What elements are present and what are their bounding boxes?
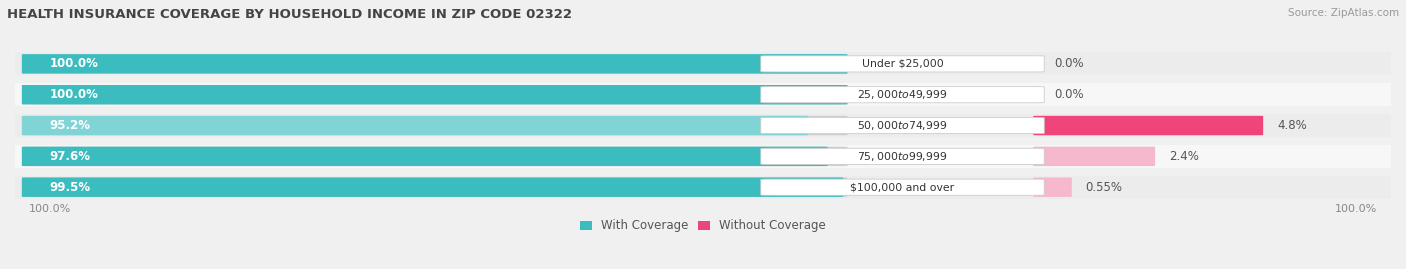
FancyBboxPatch shape xyxy=(15,114,1391,137)
FancyBboxPatch shape xyxy=(761,56,1045,72)
FancyBboxPatch shape xyxy=(22,147,828,166)
FancyBboxPatch shape xyxy=(15,52,1391,75)
FancyBboxPatch shape xyxy=(22,178,844,197)
FancyBboxPatch shape xyxy=(22,178,848,197)
FancyBboxPatch shape xyxy=(22,116,808,135)
FancyBboxPatch shape xyxy=(22,85,848,104)
Legend: With Coverage, Without Coverage: With Coverage, Without Coverage xyxy=(575,215,831,237)
FancyBboxPatch shape xyxy=(15,176,1391,199)
Text: 2.4%: 2.4% xyxy=(1168,150,1199,163)
Text: 100.0%: 100.0% xyxy=(1334,204,1378,214)
FancyBboxPatch shape xyxy=(22,54,848,74)
FancyBboxPatch shape xyxy=(761,87,1045,103)
Text: Under $25,000: Under $25,000 xyxy=(862,59,943,69)
Text: 100.0%: 100.0% xyxy=(28,204,72,214)
Text: 100.0%: 100.0% xyxy=(49,88,98,101)
Text: 0.0%: 0.0% xyxy=(1054,88,1084,101)
Text: 0.55%: 0.55% xyxy=(1085,181,1122,194)
FancyBboxPatch shape xyxy=(15,83,1391,106)
Text: 4.8%: 4.8% xyxy=(1277,119,1306,132)
Text: Source: ZipAtlas.com: Source: ZipAtlas.com xyxy=(1288,8,1399,18)
Text: 95.2%: 95.2% xyxy=(49,119,90,132)
FancyBboxPatch shape xyxy=(22,147,848,166)
FancyBboxPatch shape xyxy=(1033,178,1071,197)
Text: 100.0%: 100.0% xyxy=(49,57,98,70)
Text: 97.6%: 97.6% xyxy=(49,150,90,163)
FancyBboxPatch shape xyxy=(761,118,1045,134)
FancyBboxPatch shape xyxy=(22,85,848,104)
FancyBboxPatch shape xyxy=(761,179,1045,195)
Text: 0.0%: 0.0% xyxy=(1054,57,1084,70)
Text: 99.5%: 99.5% xyxy=(49,181,90,194)
FancyBboxPatch shape xyxy=(22,54,848,74)
FancyBboxPatch shape xyxy=(15,145,1391,168)
FancyBboxPatch shape xyxy=(761,148,1045,164)
Text: HEALTH INSURANCE COVERAGE BY HOUSEHOLD INCOME IN ZIP CODE 02322: HEALTH INSURANCE COVERAGE BY HOUSEHOLD I… xyxy=(7,8,572,21)
Text: $75,000 to $99,999: $75,000 to $99,999 xyxy=(858,150,948,163)
FancyBboxPatch shape xyxy=(1033,116,1263,135)
FancyBboxPatch shape xyxy=(1033,147,1156,166)
Text: $50,000 to $74,999: $50,000 to $74,999 xyxy=(858,119,948,132)
FancyBboxPatch shape xyxy=(22,116,848,135)
Text: $100,000 and over: $100,000 and over xyxy=(851,182,955,192)
Text: $25,000 to $49,999: $25,000 to $49,999 xyxy=(858,88,948,101)
